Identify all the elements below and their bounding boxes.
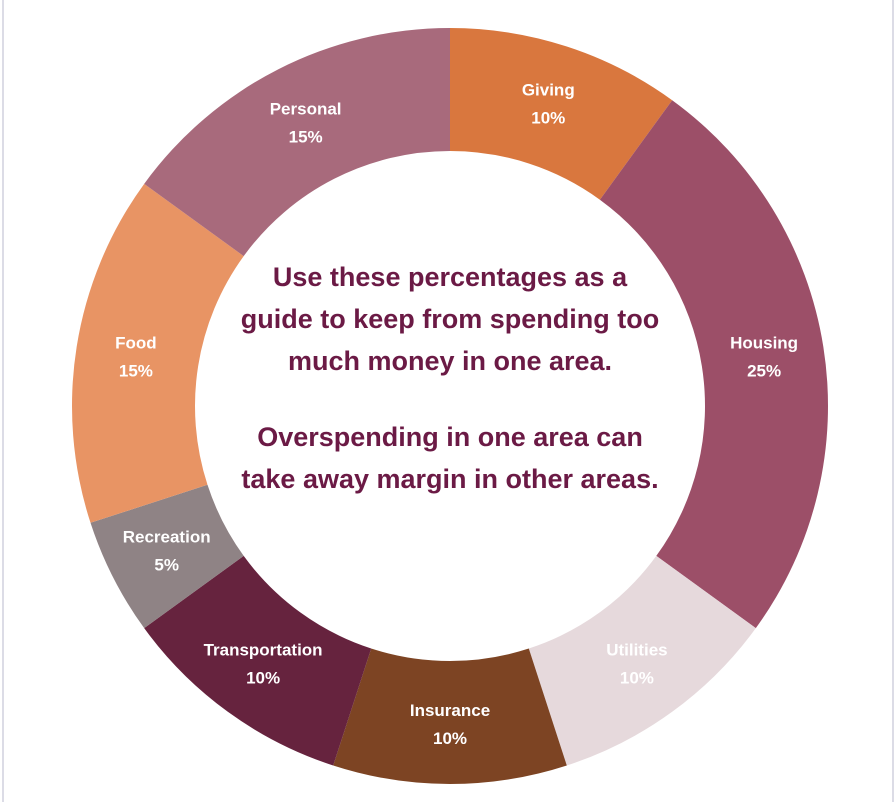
slice-value-label: 25% (747, 361, 781, 380)
slice-label: Housing (730, 333, 798, 352)
annotation: Use these percentages as a guide to keep… (240, 262, 660, 376)
donut-slice (90, 484, 244, 629)
slice-label: Giving (522, 81, 575, 100)
slice-label: Personal (270, 100, 342, 119)
slice-value-label: 10% (531, 109, 565, 128)
slice-value-label: 10% (620, 668, 654, 687)
slice-label: Transportation (204, 640, 323, 659)
donut-slice (528, 555, 756, 766)
donut-slice (450, 28, 673, 200)
donut-slice (72, 183, 244, 523)
donut-slice (333, 648, 567, 785)
slice-value-label: 10% (433, 729, 467, 748)
donut-slice (144, 555, 372, 766)
slice-value-label: 5% (154, 555, 179, 574)
slice-value-label: 10% (246, 668, 280, 687)
slice-label: Recreation (123, 527, 211, 546)
annotation: Overspending in one area can take away m… (241, 422, 659, 494)
donut-slice (144, 28, 450, 257)
slice-label: Insurance (410, 701, 490, 720)
slice-label: Utilities (606, 640, 667, 659)
donut-slice (599, 100, 828, 629)
slice-value-label: 15% (289, 128, 323, 147)
slice-label: Food (115, 333, 157, 352)
slice-value-label: 15% (119, 361, 153, 380)
